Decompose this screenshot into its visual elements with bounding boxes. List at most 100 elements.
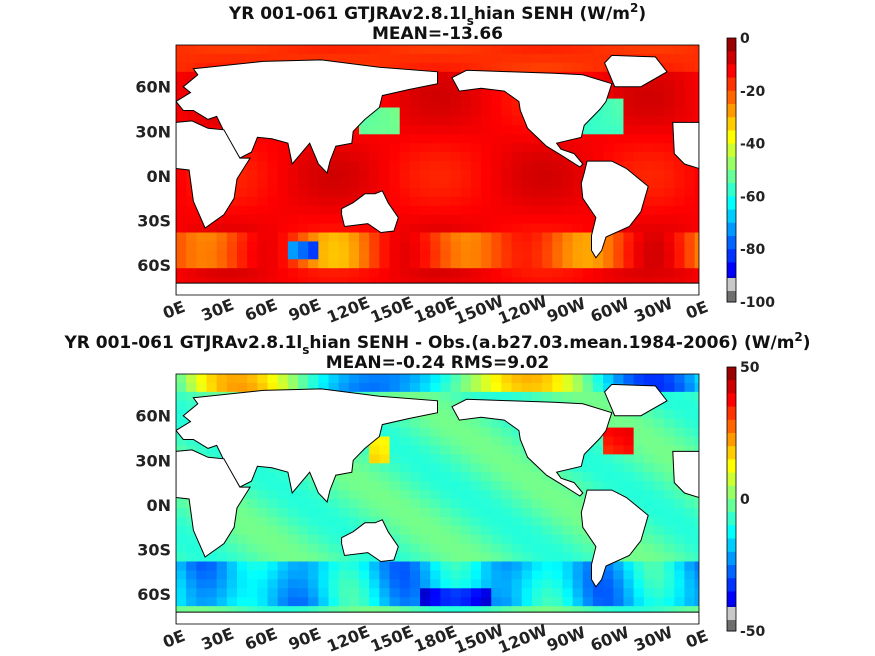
field-cell xyxy=(348,143,360,153)
field-cell xyxy=(684,98,696,109)
colorbar-segment xyxy=(727,51,736,65)
field-cell xyxy=(328,606,340,616)
field-cell xyxy=(684,427,696,438)
field-cell xyxy=(684,606,696,616)
field-cell xyxy=(470,170,482,180)
field-cell xyxy=(470,391,482,402)
field-cell xyxy=(450,125,462,135)
field-cell xyxy=(694,277,699,287)
field-cell xyxy=(470,89,482,100)
field-cell xyxy=(470,241,482,251)
field-cell xyxy=(409,382,421,393)
field-cell xyxy=(420,418,431,429)
field-cell xyxy=(674,516,686,527)
field-cell xyxy=(318,214,330,225)
field-cell xyxy=(328,232,340,243)
field-cell xyxy=(460,570,472,580)
field-cell xyxy=(623,445,635,455)
field-cell xyxy=(592,62,604,73)
field-cell xyxy=(643,196,655,207)
field-cell xyxy=(664,463,675,473)
field-cell xyxy=(206,241,218,251)
field-cell xyxy=(521,241,533,251)
field-cell xyxy=(582,481,594,491)
field-cell xyxy=(450,534,462,545)
field-cell xyxy=(531,481,543,491)
field-cell xyxy=(633,570,645,580)
field-cell xyxy=(389,196,401,207)
field-cell xyxy=(460,259,472,269)
field-cell xyxy=(237,561,248,572)
field-cell xyxy=(552,543,564,554)
field-cell xyxy=(562,170,574,180)
field-cell xyxy=(552,552,564,563)
field-cell xyxy=(552,53,564,64)
field-cell xyxy=(674,170,686,180)
x-tick-label: 120W xyxy=(495,620,550,656)
colorbar-segment xyxy=(727,551,736,566)
title-part: 2 xyxy=(630,1,638,15)
field-cell xyxy=(277,490,289,500)
field-cell xyxy=(521,579,533,589)
field-cell xyxy=(643,499,655,509)
field-cell xyxy=(572,152,584,162)
field-cell xyxy=(328,499,340,509)
field-cell xyxy=(694,436,699,447)
field-cell xyxy=(389,427,401,438)
field-cell xyxy=(643,454,655,464)
field-cell xyxy=(348,463,360,473)
field-cell xyxy=(369,259,380,269)
field-cell xyxy=(531,250,543,260)
field-cell xyxy=(501,232,513,243)
field-cell xyxy=(216,259,228,269)
field-cell xyxy=(664,382,675,393)
field-cell xyxy=(277,187,289,198)
field-cell xyxy=(684,534,696,545)
field-cell xyxy=(653,525,665,536)
colorbar-segment xyxy=(727,104,736,118)
field-cell xyxy=(603,400,614,411)
field-cell xyxy=(369,472,380,482)
field-cell xyxy=(450,116,462,126)
field-cell xyxy=(399,250,411,260)
field-cell xyxy=(267,516,279,527)
field-cell xyxy=(653,534,665,545)
field-cell xyxy=(470,125,482,135)
field-cell xyxy=(440,445,452,455)
field-cell xyxy=(287,570,299,580)
field-cell xyxy=(257,516,269,527)
field-cell xyxy=(226,250,238,260)
colorbar-segment xyxy=(727,406,736,421)
field-cell xyxy=(267,277,279,287)
colorbar-tick-label: 0 xyxy=(740,492,750,508)
field-cell xyxy=(409,125,421,135)
field-cell xyxy=(348,516,360,527)
field-cell xyxy=(399,606,411,616)
field-cell xyxy=(420,178,431,189)
field-cell xyxy=(562,241,574,251)
colorbar-segment xyxy=(727,367,736,381)
field-cell xyxy=(470,134,482,144)
field-cell xyxy=(359,472,370,482)
field-cell xyxy=(491,374,503,384)
map-frame xyxy=(175,44,700,296)
field-cell xyxy=(318,382,330,393)
field-cell xyxy=(562,588,574,598)
field-cell xyxy=(186,525,197,536)
field-cell xyxy=(176,241,187,251)
field-cell xyxy=(572,374,584,384)
field-cell xyxy=(643,89,655,100)
field-cell xyxy=(399,232,411,243)
field-cell xyxy=(308,606,319,616)
field-cell xyxy=(460,170,472,180)
field-cell xyxy=(409,170,421,180)
field-cell xyxy=(176,232,187,243)
field-cell xyxy=(237,507,248,518)
field-cell xyxy=(552,223,564,234)
field-cell xyxy=(511,134,523,144)
field-cell xyxy=(491,534,503,545)
field-cell xyxy=(694,382,699,393)
field-cell xyxy=(226,579,238,589)
field-cell xyxy=(511,579,523,589)
colorbar-segment xyxy=(727,183,736,197)
